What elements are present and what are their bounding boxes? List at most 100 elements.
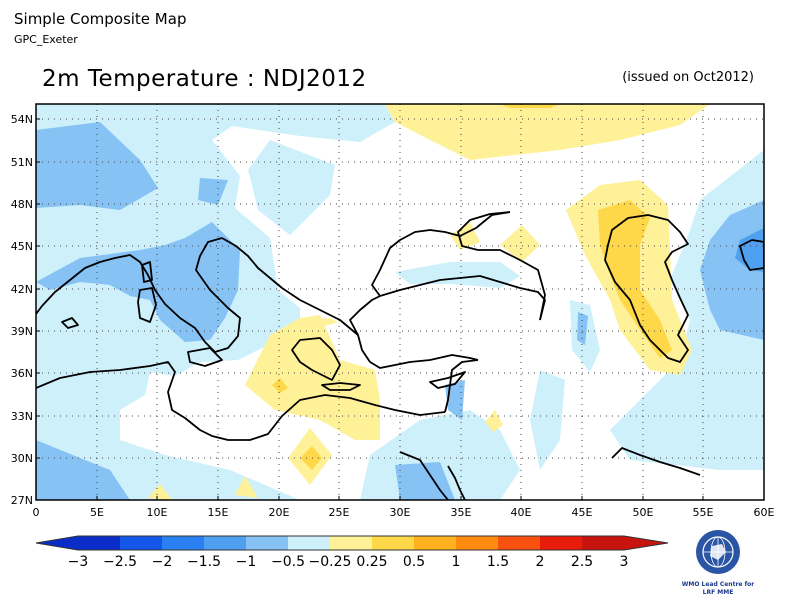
lon-labels: 0 5E 10E 15E 20E 25E 30E 35E 40E 45E 50E… [33, 506, 775, 519]
coast-caspian [604, 214, 689, 363]
colorbar-cell-6 [288, 536, 330, 550]
axis-ticks [36, 118, 704, 500]
lat-label-30n: 30N [11, 452, 33, 465]
anomaly-blue-italy [36, 222, 240, 342]
coast-sardinia [137, 287, 157, 323]
anomaly-light-yellow-southwest [148, 484, 172, 500]
colorbar-cell-0 [36, 536, 78, 550]
lon-label-30e: 30E [390, 506, 411, 519]
colorbar-label-3: 3 [620, 554, 629, 570]
colorbar-label-0-5: 0.5 [403, 554, 425, 570]
colorbar-label-2-5: 2.5 [571, 554, 593, 570]
colorbar-cell-12 [540, 536, 582, 550]
lat-labels: 54N 51N 48N 45N 42N 39N 36N 33N 30N 27N [11, 113, 33, 507]
colorbar-cell-2 [120, 536, 162, 550]
lon-label-15e: 15E [208, 506, 229, 519]
lat-label-54n: 54N [11, 113, 33, 126]
lon-label-40e: 40E [511, 506, 532, 519]
wmo-emblem-icon [696, 530, 740, 574]
colorbar-label-minus-3: −3 [68, 554, 89, 570]
header-title: Simple Composite Map [14, 10, 187, 28]
anomaly-light-blue-central [248, 140, 335, 235]
coast-corsica [141, 261, 153, 283]
coast-black-sea-north [371, 211, 511, 297]
colorbar-cell-5 [246, 536, 288, 550]
anomaly-light-blue-south [165, 455, 300, 500]
colorbar-label-1: 1 [452, 554, 461, 570]
coast-north-africa [36, 361, 446, 441]
lat-label-36n: 36N [11, 367, 33, 380]
coast-sicily [187, 347, 223, 367]
colorbar-label-0-25: 0.25 [356, 554, 387, 570]
anomaly-blue-east [700, 200, 764, 340]
issued-label: (issued on Oct2012) [622, 70, 754, 85]
anomaly-yellow-libya [300, 446, 322, 470]
lon-label-5e: 5E [90, 506, 104, 519]
coast-turkey-west [349, 295, 381, 363]
colorbar-label-2: 2 [536, 554, 545, 570]
coast-persian-gulf [611, 447, 701, 476]
map-title: 2m Temperature : NDJ2012 [42, 66, 367, 92]
colorbar-label-minus-0-25: −0.25 [309, 554, 352, 570]
colorbar-outline [35, 535, 669, 551]
lon-label-45e: 45E [572, 506, 593, 519]
anomaly-light-yellow-greece [245, 315, 380, 440]
lat-label-33n: 33N [11, 410, 33, 423]
coast-turkey-south [369, 354, 479, 369]
colorbar-cell-11 [498, 536, 540, 550]
anomaly-blue-alps [198, 178, 228, 205]
lon-label-10e: 10E [147, 506, 168, 519]
lat-label-27n: 27N [11, 494, 33, 507]
anomaly-light-yellow-caucasus [500, 225, 540, 262]
anomaly-light-yellow-levant [485, 410, 503, 432]
coast-red-sea-west [399, 451, 449, 500]
anomaly-yellow-caspian [598, 200, 672, 358]
logo-line-2: LRF MME [703, 589, 734, 596]
colorbar-cell-7 [330, 536, 372, 550]
colorbar-label-minus-1: −1 [236, 554, 257, 570]
anomaly-light-yellow-north [385, 104, 710, 160]
colorbar-label-minus-2: −2 [152, 554, 173, 570]
colorbar-cell-4 [204, 536, 246, 550]
anomaly-yellow-north [500, 104, 560, 108]
coast-crete [321, 382, 361, 391]
lon-label-0: 0 [33, 506, 40, 519]
lat-label-51n: 51N [11, 156, 33, 169]
lat-label-45n: 45N [11, 240, 33, 253]
lat-label-48n: 48N [11, 198, 33, 211]
lon-label-20e: 20E [269, 506, 290, 519]
colorbar [35, 535, 669, 551]
coast-black-sea-east [457, 211, 546, 321]
lon-label-60e: 60E [754, 506, 775, 519]
anomaly-light-yellow-balkan [312, 318, 338, 328]
colorbar-label-minus-0-5: −0.5 [271, 554, 305, 570]
colorbar-cell-1 [78, 536, 120, 550]
coast-turkey-north [379, 275, 546, 321]
anomaly-light-yellow-south [235, 476, 258, 498]
colorbar-cell-3 [162, 536, 204, 550]
anomaly-dark-blue-east [735, 228, 764, 272]
anomaly-yellow-greece [272, 378, 288, 393]
colorbar-cell-8 [372, 536, 414, 550]
lon-label-35e: 35E [451, 506, 472, 519]
coast-aral [739, 239, 764, 271]
colorbar-label-1-5: 1.5 [487, 554, 509, 570]
lon-label-50e: 50E [633, 506, 654, 519]
coast-balearics [61, 317, 79, 329]
coast-greece [291, 337, 341, 381]
lon-label-55e: 55E [693, 506, 714, 519]
colorbar-cell-9 [414, 536, 456, 550]
header-subtitle: GPC_Exeter [14, 33, 78, 46]
colorbar-label-minus-1-5: −1.5 [187, 554, 221, 570]
anomaly-light-blue-iran [530, 370, 565, 470]
lat-label-39n: 39N [11, 325, 33, 338]
lon-label-25e: 25E [329, 506, 350, 519]
coast-red-sea-east [447, 465, 466, 500]
coast-adriatic-east [221, 237, 359, 336]
colorbar-cell-10 [456, 536, 498, 550]
anomaly-light-blue-blacksea [395, 262, 520, 288]
anomaly-blue-caspian-west [577, 312, 588, 345]
logo-line-1: WMO Lead Centre for [682, 581, 755, 588]
coast-italy [36, 237, 241, 353]
